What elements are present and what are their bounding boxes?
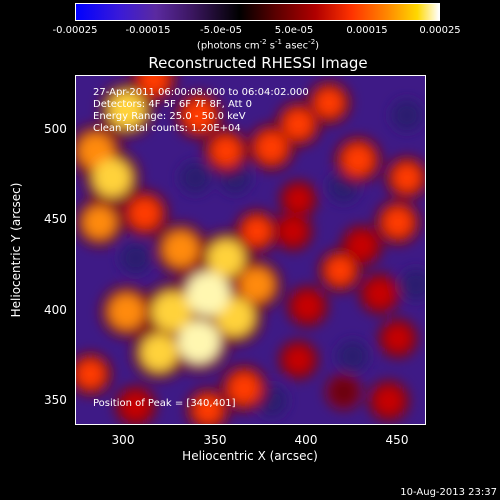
heatmap-blob (211, 135, 242, 166)
y-tick-label: 500 (44, 122, 67, 136)
x-axis-label: Heliocentric X (arcsec) (182, 449, 318, 463)
heatmap-blob (83, 205, 116, 239)
heatmap-blob (138, 76, 169, 95)
heatmap-blob (108, 293, 145, 330)
heatmap-blob (183, 99, 215, 131)
info-detectors: Detectors: 4F 5F 6F 7F 8F, Att 0 (93, 99, 253, 110)
colorbar (75, 3, 440, 21)
heatmap-blob (193, 395, 223, 424)
heatmap-blob (186, 271, 231, 316)
heatmap-blob (228, 372, 260, 405)
heatmap-blob (163, 231, 199, 267)
heatmap-blob (366, 280, 394, 308)
heatmap-blob (392, 163, 422, 193)
heatmap-blob (342, 144, 374, 176)
heatmap-blob (215, 297, 255, 337)
x-tick-label: 350 (203, 433, 227, 447)
heatmap-blob (140, 334, 178, 372)
heatmap-low-spot (390, 99, 423, 132)
colorbar-tick: -0.00015 (125, 25, 171, 36)
heatmap-blob (384, 325, 411, 352)
heatmap-blob (382, 207, 413, 238)
heatmap-blob (255, 131, 287, 164)
y-tick-label: 450 (44, 212, 67, 226)
heatmap-blob (129, 197, 161, 230)
chart-title: Reconstructed RHESSI Image (148, 54, 368, 72)
heatmap-blob (108, 91, 146, 129)
x-tick-label: 300 (111, 433, 135, 447)
heatmap-blob (286, 186, 311, 212)
heatmap-low-spot (119, 242, 152, 275)
heatmap-blob (177, 320, 221, 364)
heatmap-image (76, 76, 425, 424)
colorbar-tick: 5.0e-05 (274, 25, 314, 36)
heatmap-blob (242, 216, 272, 246)
plot-date-stamp: 10-Aug-2013 23:37 (400, 487, 497, 498)
colorbar-tick: 0.00015 (346, 25, 388, 36)
colorbar-unit-label: (photons cm-2 s-1 asec-2) (196, 38, 320, 52)
heatmap-blob (285, 346, 312, 373)
heatmap-blob (332, 380, 356, 404)
info-time-range: 27-Apr-2011 06:00:08.000 to 06:04:02.000 (93, 87, 309, 98)
x-tick-label: 400 (294, 433, 318, 447)
heatmap-blob (325, 256, 355, 285)
info-clean-counts: Clean Total counts: 1.20E+04 (93, 123, 241, 134)
y-tick-label: 400 (44, 303, 67, 317)
heatmap-low-spot (179, 161, 212, 194)
heatmap-blob (348, 231, 376, 260)
heatmap-blob (151, 291, 192, 332)
heatmap-blob (239, 267, 274, 302)
y-tick-label: 350 (44, 393, 67, 407)
heatmap-blob (76, 359, 105, 389)
colorbar-tick: 0.00025 (419, 25, 461, 36)
heatmap-blob (293, 292, 322, 320)
heatmap-blob (122, 392, 150, 420)
x-tick-label: 450 (385, 433, 409, 447)
heatmap-blob (207, 239, 245, 277)
heatmap-blob (283, 109, 314, 140)
heatmap-low-spot (399, 268, 425, 301)
heatmap-blob (78, 133, 114, 169)
peak-position-label: Position of Peak = [340,401] (93, 398, 236, 409)
heatmap-blob (92, 158, 132, 197)
y-axis-label: Heliocentric Y (arcsec) (9, 182, 23, 318)
heatmap-low-spot (336, 340, 369, 373)
heatmap-blob (280, 218, 306, 245)
heatmap-blob (314, 88, 344, 118)
heatmap-blob (375, 387, 403, 415)
colorbar-tick: -5.0e-05 (200, 25, 242, 36)
colorbar-tick: -0.00025 (52, 25, 98, 36)
plot-area (75, 75, 426, 425)
info-energy-range: Energy Range: 25.0 - 50.0 keV (93, 111, 246, 122)
